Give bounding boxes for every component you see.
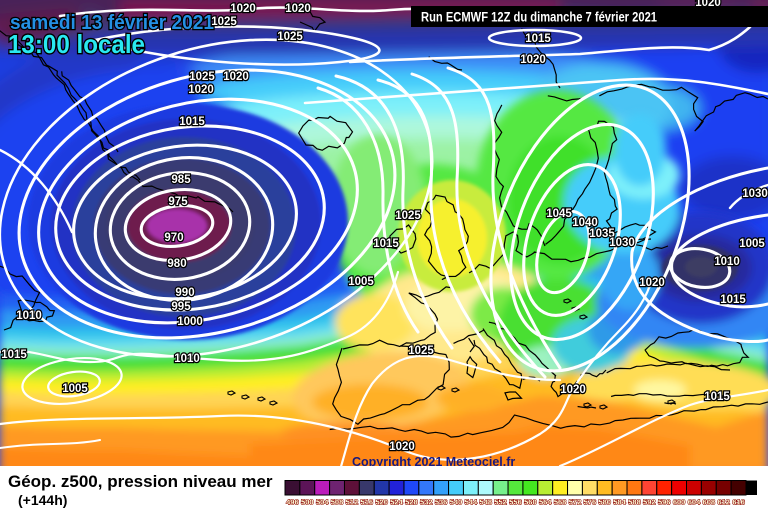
svg-text:496: 496: [286, 498, 299, 507]
svg-text:1045: 1045: [546, 208, 572, 220]
svg-text:580: 580: [598, 498, 611, 507]
svg-text:604: 604: [688, 498, 701, 507]
svg-text:592: 592: [643, 498, 656, 507]
svg-text:612: 612: [717, 498, 730, 507]
svg-text:1015: 1015: [704, 391, 730, 403]
svg-text:548: 548: [480, 498, 493, 507]
svg-text:508: 508: [331, 498, 344, 507]
svg-text:1025: 1025: [395, 210, 421, 222]
svg-text:Run ECMWF 12Z du dimanche 7 fé: Run ECMWF 12Z du dimanche 7 février 2021: [421, 10, 657, 25]
svg-text:1015: 1015: [179, 116, 205, 128]
svg-text:1025: 1025: [408, 345, 434, 357]
svg-text:544: 544: [465, 498, 478, 507]
svg-text:samedi 13 février 2021: samedi 13 février 2021: [10, 12, 214, 34]
svg-text:608: 608: [703, 498, 716, 507]
svg-text:1010: 1010: [16, 310, 42, 322]
svg-text:985: 985: [171, 174, 191, 186]
svg-text:1020: 1020: [389, 441, 415, 453]
svg-text:600: 600: [673, 498, 686, 507]
svg-text:572: 572: [569, 498, 582, 507]
svg-text:584: 584: [613, 498, 626, 507]
svg-text:540: 540: [450, 498, 463, 507]
svg-text:616: 616: [732, 498, 745, 507]
svg-text:1020: 1020: [230, 3, 256, 15]
svg-text:1005: 1005: [348, 276, 374, 288]
svg-text:528: 528: [405, 498, 418, 507]
svg-text:556: 556: [509, 498, 522, 507]
svg-text:552: 552: [494, 498, 507, 507]
svg-text:1025: 1025: [211, 16, 237, 28]
svg-text:500: 500: [301, 498, 314, 507]
svg-text:1020: 1020: [223, 71, 249, 83]
svg-text:1005: 1005: [739, 238, 765, 250]
svg-text:1020: 1020: [639, 277, 665, 289]
svg-text:536: 536: [435, 498, 448, 507]
svg-text:1030: 1030: [742, 188, 768, 200]
svg-text:980: 980: [167, 258, 186, 270]
svg-text:Copyright 2021 Meteociel.fr: Copyright 2021 Meteociel.fr: [352, 455, 515, 469]
svg-text:Géop. z500, pression niveau me: Géop. z500, pression niveau mer: [8, 472, 273, 491]
svg-text:1005: 1005: [62, 383, 88, 395]
svg-text:1020: 1020: [285, 3, 311, 15]
svg-text:516: 516: [361, 498, 374, 507]
svg-text:524: 524: [390, 498, 403, 507]
svg-text:1025: 1025: [277, 31, 303, 43]
svg-text:995: 995: [171, 301, 191, 313]
svg-text:1010: 1010: [174, 353, 200, 365]
svg-text:1040: 1040: [572, 217, 598, 229]
svg-text:504: 504: [316, 498, 329, 507]
svg-text:990: 990: [175, 287, 194, 299]
svg-text:568: 568: [554, 498, 567, 507]
svg-text:576: 576: [584, 498, 597, 507]
svg-text:1015: 1015: [525, 33, 551, 45]
svg-text:1010: 1010: [714, 256, 740, 268]
svg-text:1020: 1020: [695, 0, 721, 9]
svg-text:1015: 1015: [720, 294, 746, 306]
svg-text:520: 520: [375, 498, 388, 507]
svg-text:1020: 1020: [188, 84, 214, 96]
svg-text:1030: 1030: [609, 237, 635, 249]
svg-text:1020: 1020: [560, 384, 586, 396]
svg-text:588: 588: [628, 498, 641, 507]
svg-text:1015: 1015: [1, 349, 27, 361]
svg-text:1025: 1025: [189, 71, 215, 83]
svg-text:975: 975: [168, 196, 188, 208]
svg-text:564: 564: [539, 498, 552, 507]
svg-text:512: 512: [346, 498, 359, 507]
svg-text:(+144h): (+144h): [18, 492, 67, 508]
svg-text:1020: 1020: [520, 54, 546, 66]
svg-text:532: 532: [420, 498, 433, 507]
svg-text:1015: 1015: [373, 238, 399, 250]
svg-text:596: 596: [658, 498, 671, 507]
svg-text:1000: 1000: [177, 316, 203, 328]
svg-text:13:00 locale: 13:00 locale: [8, 29, 145, 59]
svg-text:970: 970: [164, 232, 183, 244]
svg-text:1035: 1035: [589, 228, 615, 240]
svg-text:560: 560: [524, 498, 537, 507]
